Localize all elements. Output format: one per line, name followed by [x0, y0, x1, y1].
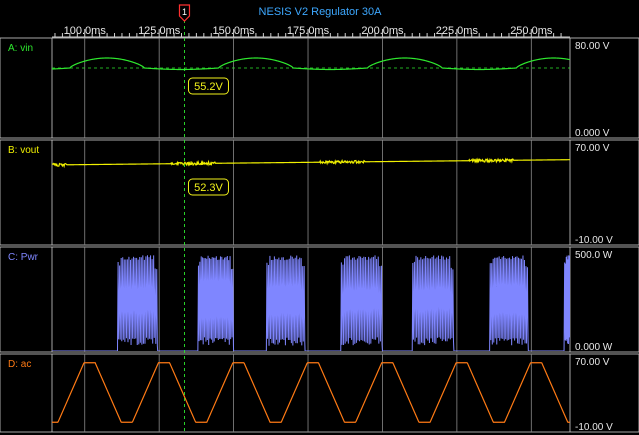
scale-top-label: 80.00 V — [575, 41, 610, 52]
time-tick-label: 200.0ms — [361, 25, 404, 37]
time-tick-label: 150.0ms — [212, 25, 255, 37]
channel-label[interactable]: D: ac — [8, 359, 31, 370]
channel-panel-c[interactable]: C: Pwr 500.0 W 0.000 W — [0, 247, 639, 353]
svg-text:52.3V: 52.3V — [194, 182, 223, 194]
channel-label[interactable]: B: vout — [8, 145, 39, 156]
channel-panel-b[interactable]: B: vout 70.00 V -10.00 V 52.3V — [0, 140, 639, 246]
channel-panel-d[interactable]: D: ac 70.00 V -10.00 V — [0, 354, 639, 433]
svg-text:55.2V: 55.2V — [194, 81, 223, 93]
time-tick-label: 125.0ms — [138, 25, 181, 37]
scale-top-label: 70.00 V — [575, 357, 610, 368]
scale-bottom-label: -10.00 V — [575, 422, 613, 433]
cursor-readout: 52.3V — [188, 179, 228, 195]
scale-bottom-label: 0.000 W — [575, 342, 613, 353]
time-axis: 100.0ms 125.0ms 150.0ms 175.0ms 200.0ms 225.0… — [52, 25, 570, 37]
time-tick-label: 100.0ms — [64, 25, 107, 37]
scale-top-label: 70.00 V — [575, 143, 610, 154]
cursor-readout: 55.2V — [188, 78, 228, 94]
window-title: NESIS V2 Regulator 30A — [259, 6, 383, 18]
svg-text:1: 1 — [182, 7, 187, 17]
channel-label[interactable]: A: vin — [8, 43, 33, 54]
scale-bottom-label: -10.00 V — [575, 235, 613, 246]
time-tick-label: 250.0ms — [510, 25, 553, 37]
time-tick-label: 175.0ms — [287, 25, 330, 37]
panel-frame — [0, 140, 639, 245]
panel-frame — [0, 38, 639, 138]
panel-frame — [0, 247, 639, 352]
scale-top-label: 500.0 W — [575, 250, 613, 261]
scale-bottom-label: 0.000 V — [575, 128, 610, 139]
channel-label[interactable]: C: Pwr — [8, 252, 39, 263]
time-tick-label: 225.0ms — [436, 25, 479, 37]
channel-panel-a[interactable]: A: vin 80.00 V 0.000 V 55.2V — [0, 38, 639, 139]
